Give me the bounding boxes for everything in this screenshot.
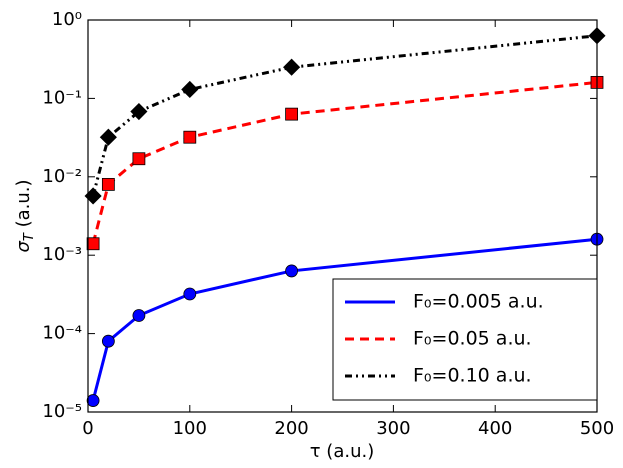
- marker: [132, 152, 146, 166]
- series: [84, 27, 606, 205]
- y-tick-label: 10⁻²: [42, 166, 82, 187]
- plot-frame: [87, 19, 598, 413]
- legend-label: F₀=0.10 a.u.: [413, 365, 532, 387]
- marker: [283, 58, 301, 76]
- x-axis-label: τ (a.u.): [310, 441, 375, 462]
- marker: [99, 128, 117, 146]
- series: [86, 75, 604, 251]
- x-tick-label: 500: [580, 418, 614, 439]
- series-line: [91, 237, 598, 401]
- marker: [285, 264, 299, 278]
- y-tick-label: 10⁻³: [42, 244, 82, 265]
- y-tick-label: 10⁻¹: [42, 87, 82, 108]
- series: [86, 232, 604, 407]
- marker: [101, 334, 115, 348]
- marker: [132, 309, 146, 322]
- y-axis-label: σT (a.u.): [13, 179, 37, 252]
- series-line: [91, 34, 598, 197]
- series-line: [91, 80, 598, 245]
- marker: [130, 102, 148, 121]
- marker: [285, 107, 299, 121]
- x-tick-label: 0: [82, 418, 93, 439]
- x-tick-label: 100: [173, 418, 207, 439]
- x-tick-label: 300: [376, 418, 410, 439]
- y-tick-label: 10⁻⁴: [42, 323, 82, 344]
- marker: [101, 177, 115, 191]
- x-tick-label: 200: [274, 418, 308, 439]
- marker: [183, 130, 197, 144]
- y-tick-label: 10⁻⁵: [42, 401, 82, 422]
- marker: [181, 80, 199, 99]
- marker: [86, 237, 100, 251]
- marker: [86, 394, 100, 407]
- legend-label: F₀=0.005 a.u.: [413, 291, 544, 313]
- marker: [183, 287, 197, 301]
- legend-label: F₀=0.05 a.u.: [413, 328, 532, 350]
- y-tick-label: 10⁰: [52, 9, 82, 30]
- x-tick-label: 400: [478, 418, 512, 439]
